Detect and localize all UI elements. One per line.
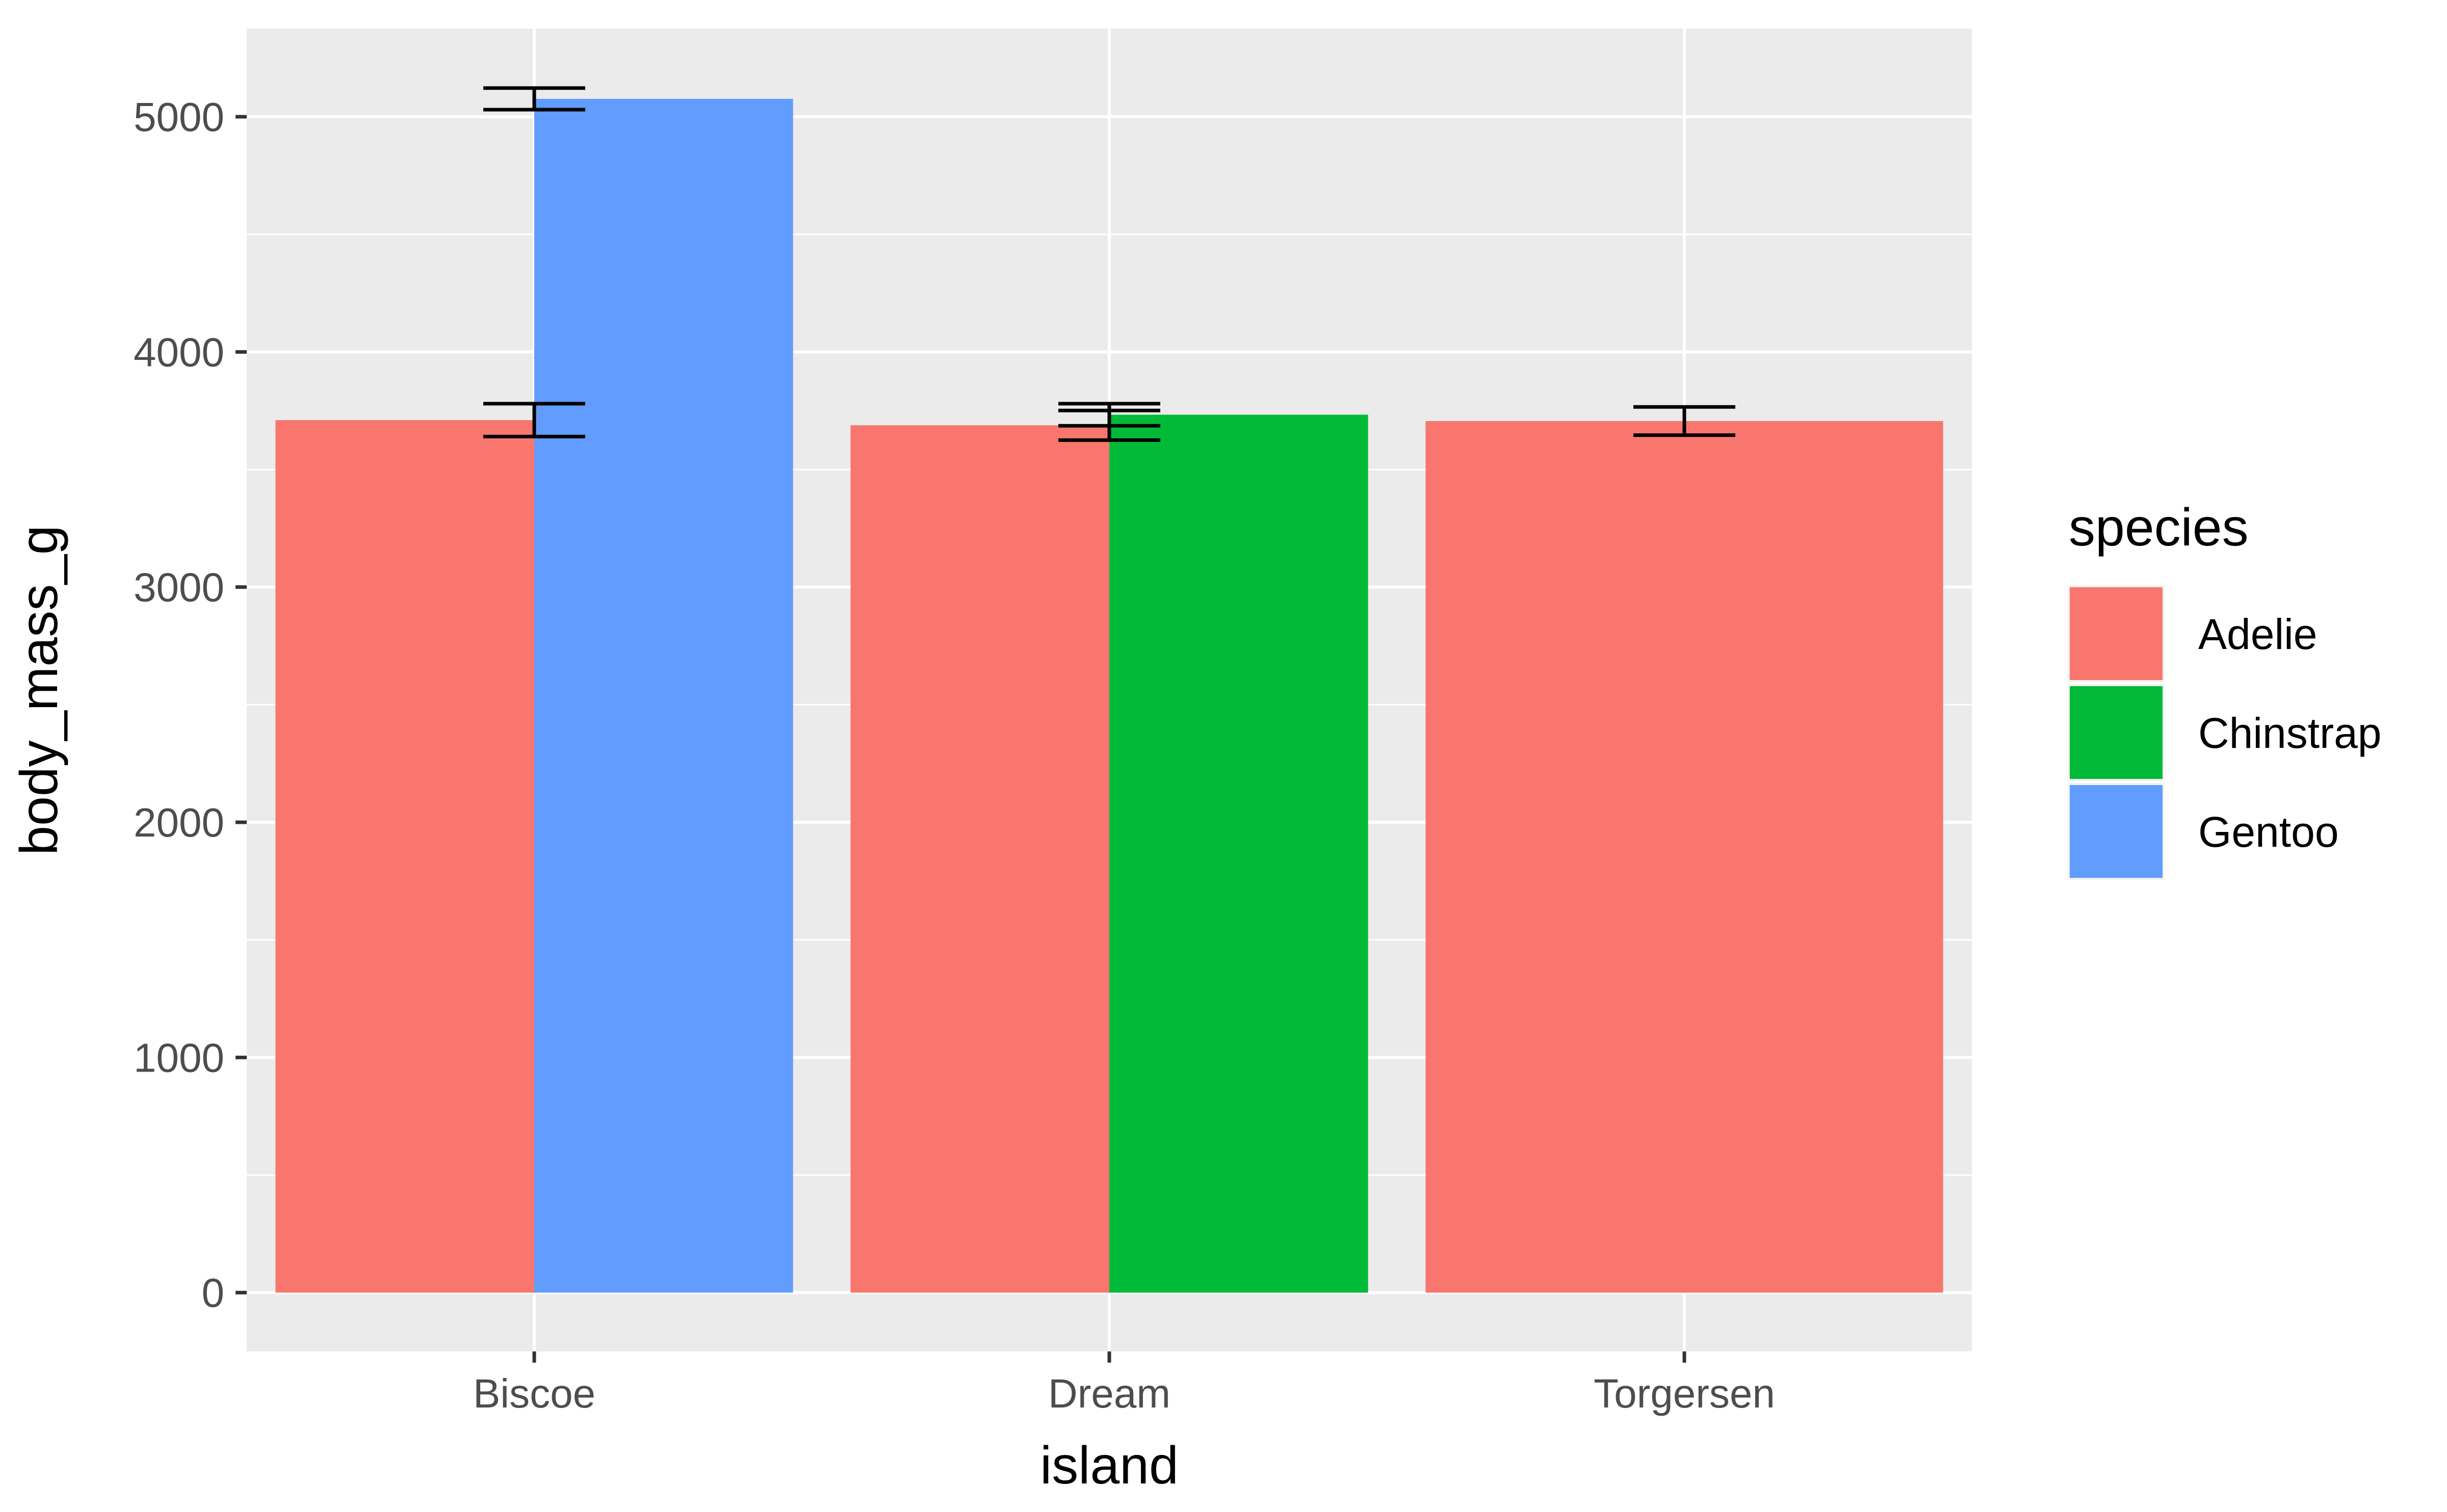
y-tick-label: 1000 <box>134 1035 224 1080</box>
bars-group <box>275 98 1943 1293</box>
x-tick-label: Torgersen <box>1594 1371 1775 1416</box>
error-bar-biscoe-adelie <box>483 402 585 438</box>
legend-label-adelie: Adelie <box>2198 610 2318 658</box>
legend: species Adelie Chinstrap Gentoo <box>2068 498 2382 880</box>
legend-key-gentoo <box>2068 783 2165 880</box>
error-bar-dream-chinstrap <box>1058 402 1160 428</box>
y-tick-label: 0 <box>202 1270 225 1316</box>
error-bar-biscoe-gentoo <box>483 86 585 112</box>
x-tick-label: Dream <box>1048 1371 1170 1416</box>
x-axis: Biscoe Dream Torgersen <box>473 1351 1775 1416</box>
y-tick-label: 2000 <box>134 800 224 845</box>
y-tick-label: 4000 <box>134 329 224 375</box>
bar-biscoe-gentoo <box>534 98 793 1293</box>
error-bars-group <box>483 86 1735 442</box>
bar-dream-adelie <box>850 425 1109 1293</box>
y-axis-title: body_mass_g <box>10 525 69 855</box>
legend-label-chinstrap: Chinstrap <box>2198 709 2382 757</box>
bar-dream-chinstrap <box>1109 414 1368 1293</box>
legend-key-chinstrap <box>2068 684 2165 781</box>
x-tick-label: Biscoe <box>473 1371 595 1416</box>
legend-key-adelie <box>2068 585 2165 682</box>
x-axis-title: island <box>1040 1436 1179 1495</box>
y-axis: 0 1000 2000 3000 4000 5000 <box>134 94 247 1316</box>
error-bar-torgersen-adelie <box>1633 405 1735 437</box>
legend-label-gentoo: Gentoo <box>2198 808 2339 856</box>
y-tick-label: 5000 <box>134 94 224 140</box>
bar-torgersen-adelie <box>1425 421 1943 1293</box>
y-tick-label: 3000 <box>134 565 224 610</box>
bar-biscoe-adelie <box>275 420 534 1293</box>
legend-title: species <box>2069 498 2249 557</box>
